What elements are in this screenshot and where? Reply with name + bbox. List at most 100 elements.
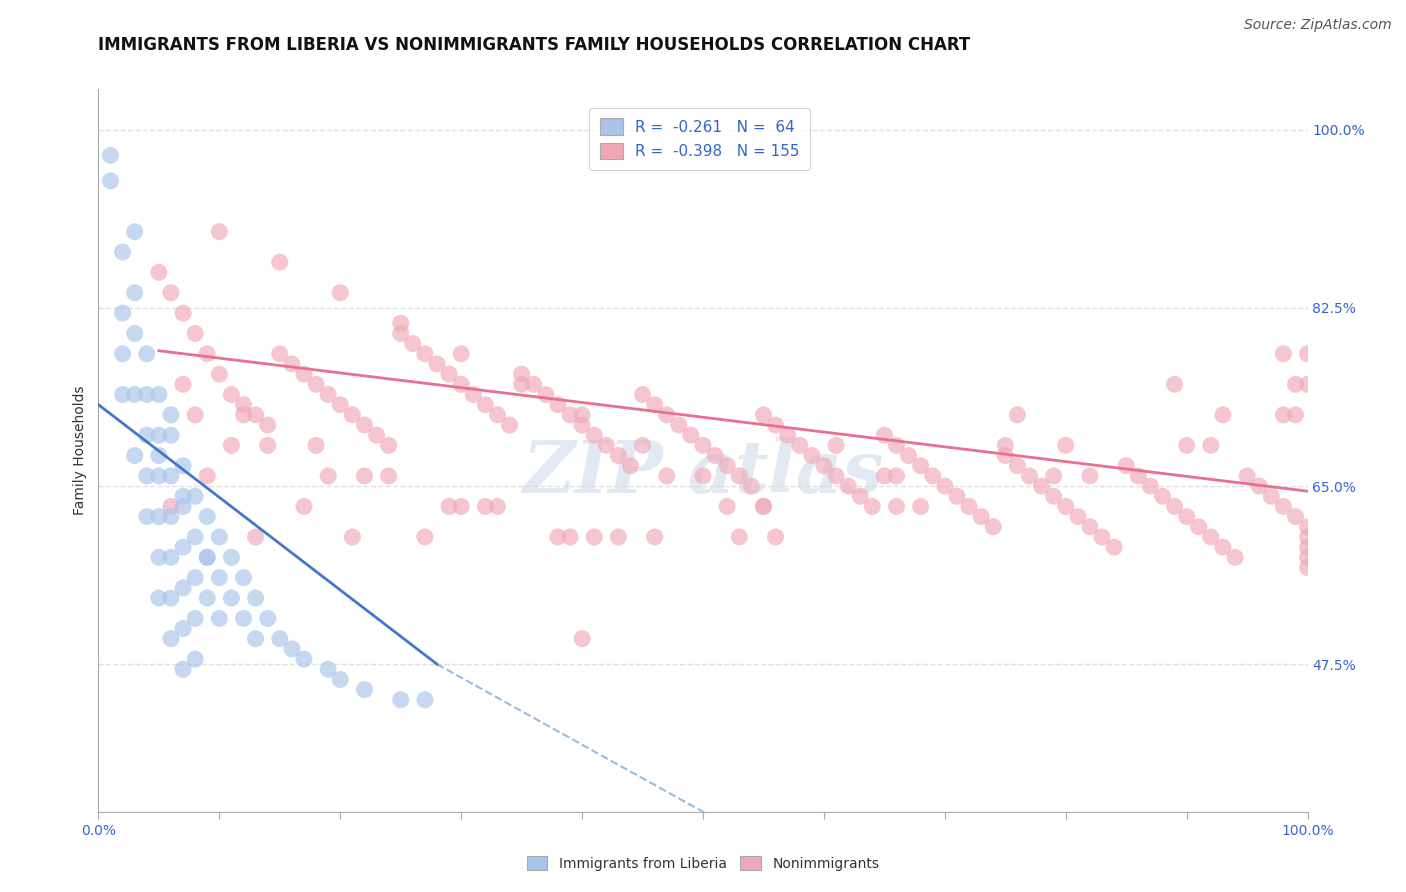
Point bbox=[765, 530, 787, 544]
Point bbox=[910, 458, 932, 473]
Point bbox=[1091, 530, 1114, 544]
Point bbox=[1236, 469, 1258, 483]
Point bbox=[111, 245, 134, 260]
Point bbox=[1249, 479, 1271, 493]
Point bbox=[1272, 347, 1295, 361]
Point bbox=[498, 417, 520, 432]
Point bbox=[1272, 408, 1295, 422]
Point bbox=[1296, 377, 1319, 392]
Point bbox=[813, 458, 835, 473]
Point bbox=[256, 611, 278, 625]
Point bbox=[716, 500, 738, 514]
Point bbox=[366, 428, 388, 442]
Point bbox=[208, 367, 231, 381]
Point bbox=[450, 377, 472, 392]
Point bbox=[1212, 408, 1234, 422]
Point bbox=[1175, 509, 1198, 524]
Point bbox=[402, 336, 425, 351]
Point bbox=[1284, 408, 1306, 422]
Point bbox=[765, 417, 787, 432]
Point bbox=[510, 377, 533, 392]
Point bbox=[245, 632, 267, 646]
Point bbox=[389, 326, 412, 341]
Point bbox=[124, 387, 146, 401]
Text: ZIP atlas: ZIP atlas bbox=[523, 437, 883, 508]
Point bbox=[111, 387, 134, 401]
Point bbox=[172, 306, 194, 320]
Point bbox=[886, 438, 908, 452]
Point bbox=[256, 438, 278, 452]
Point bbox=[124, 225, 146, 239]
Point bbox=[148, 469, 170, 483]
Point bbox=[571, 408, 593, 422]
Point bbox=[486, 500, 509, 514]
Point bbox=[934, 479, 956, 493]
Point bbox=[160, 408, 183, 422]
Point bbox=[994, 438, 1017, 452]
Point bbox=[281, 641, 304, 656]
Point bbox=[232, 398, 254, 412]
Point bbox=[135, 347, 157, 361]
Point bbox=[837, 479, 859, 493]
Point bbox=[1115, 458, 1137, 473]
Point bbox=[160, 428, 183, 442]
Point bbox=[232, 611, 254, 625]
Point bbox=[558, 408, 581, 422]
Point bbox=[1007, 458, 1029, 473]
Point bbox=[342, 408, 364, 422]
Point bbox=[135, 387, 157, 401]
Point bbox=[716, 458, 738, 473]
Point bbox=[970, 509, 993, 524]
Point bbox=[195, 469, 218, 483]
Point bbox=[124, 285, 146, 300]
Point bbox=[245, 591, 267, 605]
Point bbox=[135, 469, 157, 483]
Point bbox=[245, 530, 267, 544]
Point bbox=[558, 530, 581, 544]
Point bbox=[389, 693, 412, 707]
Point bbox=[195, 550, 218, 565]
Point bbox=[256, 417, 278, 432]
Point bbox=[221, 387, 243, 401]
Point bbox=[269, 632, 291, 646]
Point bbox=[704, 449, 727, 463]
Legend: Immigrants from Liberia, Nonimmigrants: Immigrants from Liberia, Nonimmigrants bbox=[522, 850, 884, 876]
Point bbox=[232, 408, 254, 422]
Point bbox=[1223, 550, 1246, 565]
Point bbox=[426, 357, 449, 371]
Point bbox=[644, 530, 666, 544]
Point bbox=[607, 530, 630, 544]
Point bbox=[1212, 540, 1234, 554]
Point bbox=[184, 571, 207, 585]
Point bbox=[305, 377, 328, 392]
Point bbox=[510, 367, 533, 381]
Point bbox=[1260, 489, 1282, 503]
Point bbox=[316, 662, 339, 676]
Point bbox=[160, 469, 183, 483]
Point bbox=[692, 469, 714, 483]
Point bbox=[172, 540, 194, 554]
Point bbox=[184, 530, 207, 544]
Point bbox=[208, 225, 231, 239]
Point bbox=[800, 449, 823, 463]
Point bbox=[329, 285, 352, 300]
Point bbox=[1078, 520, 1101, 534]
Point bbox=[195, 591, 218, 605]
Point bbox=[1296, 550, 1319, 565]
Point bbox=[184, 489, 207, 503]
Point bbox=[329, 398, 352, 412]
Point bbox=[1199, 438, 1222, 452]
Point bbox=[292, 367, 315, 381]
Point bbox=[1296, 347, 1319, 361]
Point bbox=[269, 255, 291, 269]
Point bbox=[825, 438, 848, 452]
Point bbox=[1188, 520, 1211, 534]
Point bbox=[148, 387, 170, 401]
Point bbox=[1284, 509, 1306, 524]
Point bbox=[221, 550, 243, 565]
Point bbox=[886, 469, 908, 483]
Point bbox=[100, 148, 122, 162]
Point bbox=[1272, 500, 1295, 514]
Point bbox=[1042, 489, 1064, 503]
Point bbox=[825, 469, 848, 483]
